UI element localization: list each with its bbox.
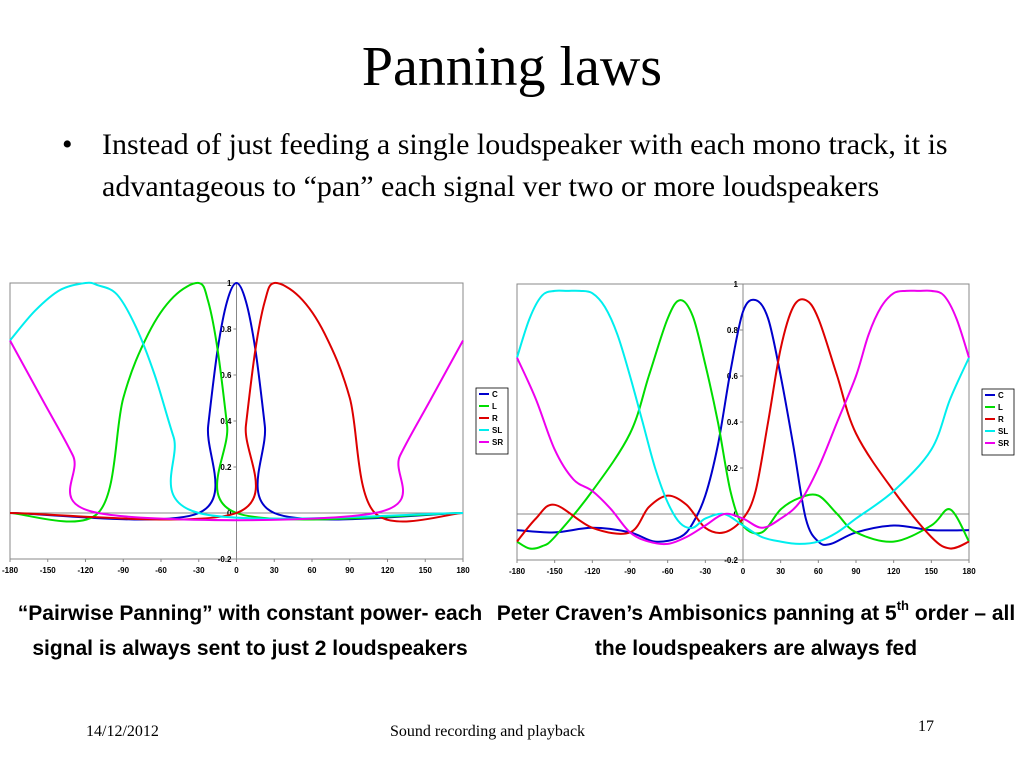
series-line-r <box>9 281 464 523</box>
left-caption: “Pairwise Panning” with constant power- … <box>10 596 490 666</box>
y-tick-label: 1 <box>227 279 232 288</box>
y-tick-label: 0.6 <box>727 372 739 381</box>
slide-title: Panning laws <box>361 36 663 98</box>
x-tick-label: -30 <box>193 566 205 575</box>
legend-label-sl: SL <box>492 426 502 435</box>
x-tick-label: 30 <box>776 567 785 576</box>
x-tick-label: 30 <box>270 566 279 575</box>
series-line-l <box>9 281 464 523</box>
legend-label-sr: SR <box>492 438 503 447</box>
x-tick-label: -30 <box>700 567 712 576</box>
x-tick-label: -120 <box>584 567 601 576</box>
x-tick-label: 90 <box>852 567 861 576</box>
x-tick-label: 0 <box>234 566 239 575</box>
pairwise-panning-chart: -0.2 0 0.2 0.4 0.6 0.8 1 -180 -150 -120 -90 -60 -30 0… <box>2 279 515 580</box>
pairwise-panning-plot: -0.200.20.40.60.81-180 -150 -120 -90 -60 -30 0… <box>2 279 509 575</box>
series-line-c <box>9 282 464 521</box>
x-tick-label: -90 <box>624 567 636 576</box>
right-caption-superscript: th <box>896 598 909 613</box>
series-line-sl <box>516 289 970 545</box>
legend-label-l: L <box>492 402 497 411</box>
series-line-sr <box>9 340 464 522</box>
legend-label-c: C <box>998 391 1004 400</box>
y-tick-label: 0.4 <box>727 418 739 427</box>
ambisonics-panning-plot: -0.200.20.40.60.81-180 -150 -120 -90 -60 -30 0… <box>509 280 1015 576</box>
left-caption-text: “Pairwise Panning” with constant power- … <box>17 602 483 660</box>
series-line-c <box>516 298 970 546</box>
x-tick-label: -180 <box>509 567 526 576</box>
x-tick-label: 90 <box>345 566 354 575</box>
x-tick-label: 60 <box>814 567 823 576</box>
legend-label-l: L <box>998 403 1003 412</box>
series-line-sl <box>9 281 464 520</box>
right-caption-suffix: order – all the loudspeakers are always … <box>594 602 1016 660</box>
y-tick-label: -0.2 <box>724 556 738 565</box>
x-tick-label: 180 <box>456 566 470 575</box>
y-tick-label: 0.6 <box>220 371 232 380</box>
legend-label-c: C <box>492 390 498 399</box>
page-number: 17 <box>918 718 934 735</box>
y-tick-label: 0.8 <box>220 325 232 334</box>
y-tick-label: 0.2 <box>727 464 739 473</box>
x-tick-label: 120 <box>381 566 395 575</box>
legend-label-sl: SL <box>998 427 1008 436</box>
y-tick-label: 0 <box>734 510 739 519</box>
x-tick-label: -120 <box>77 566 94 575</box>
legend-label-sr: SR <box>998 439 1009 448</box>
footer-title: Sound recording and playback <box>390 723 586 740</box>
x-tick-label: 150 <box>925 567 939 576</box>
footer-date: 14/12/2012 <box>86 723 159 740</box>
y-tick-label: 1 <box>734 280 739 289</box>
right-caption-prefix: Peter Craven’s Ambisonics panning at 5 <box>496 602 897 625</box>
y-tick-label: -0.2 <box>218 555 232 564</box>
x-tick-label: -90 <box>117 566 129 575</box>
legend-label-r: R <box>492 414 498 423</box>
legend-label-r: R <box>998 415 1004 424</box>
x-tick-label: 0 <box>741 567 746 576</box>
y-tick-label: 0.2 <box>220 463 232 472</box>
right-caption: Peter Craven’s Ambisonics panning at 5th… <box>496 596 1016 666</box>
bullet-text: Instead of just feeding a single loudspe… <box>102 128 948 203</box>
x-tick-label: -60 <box>155 566 167 575</box>
series-line-l <box>516 299 970 550</box>
y-tick-label: 0.8 <box>727 326 739 335</box>
x-tick-label: -150 <box>40 566 57 575</box>
ambisonics-panning-chart: -0.2 0 0.2 0.4 0.6 0.8 1 -180 -150 -120 -90 -60 -30 0… <box>509 280 1021 581</box>
bullet-marker: • <box>62 128 73 161</box>
series-line-r <box>516 298 970 550</box>
series-line-sr <box>516 289 970 546</box>
x-tick-label: 150 <box>419 566 433 575</box>
x-tick-label: -180 <box>2 566 19 575</box>
x-tick-label: 120 <box>887 567 901 576</box>
x-tick-label: 60 <box>308 566 317 575</box>
y-tick-label: 0 <box>227 509 232 518</box>
x-tick-label: 180 <box>962 567 976 576</box>
x-tick-label: -150 <box>547 567 564 576</box>
x-tick-label: -60 <box>662 567 674 576</box>
